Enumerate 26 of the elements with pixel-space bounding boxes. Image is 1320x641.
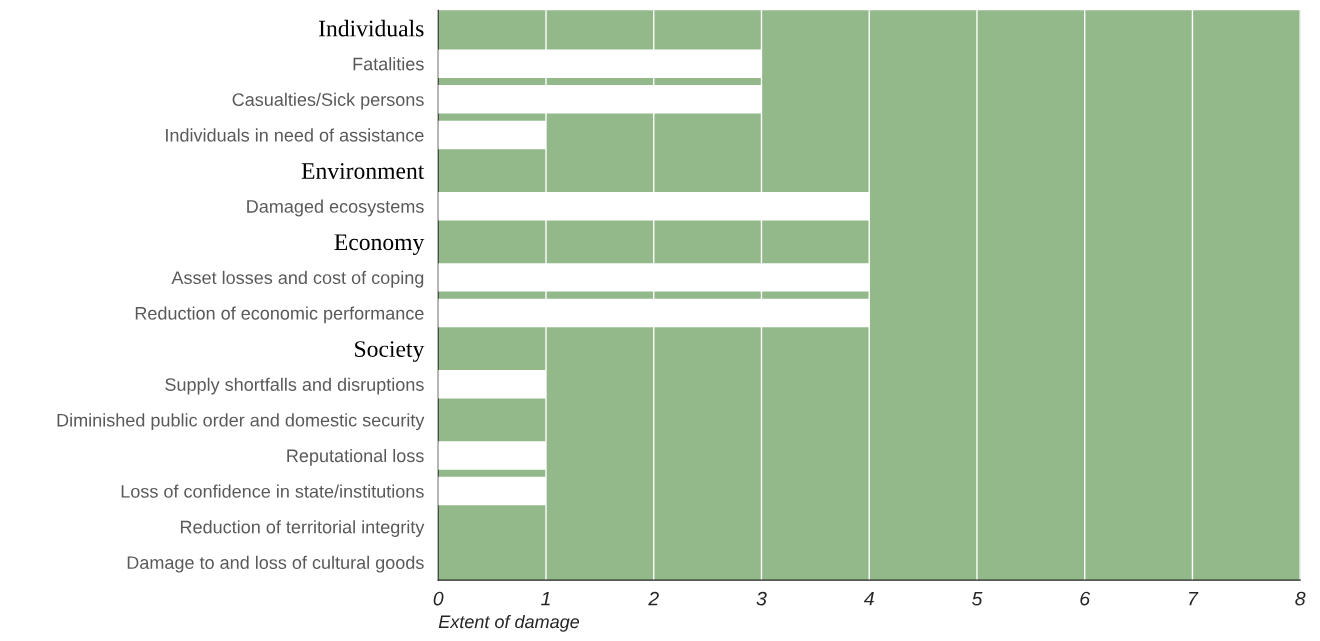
y-tick-label: Fatalities — [353, 57, 424, 71]
y-tick-label: Diminished public order and domestic security — [57, 413, 425, 431]
y-tick-label: Reduction of economic performance — [135, 306, 424, 324]
y-tick-label: Reduction of territorial integrity — [180, 520, 425, 537]
x-tick-label: 5 — [972, 591, 983, 606]
x-axis-title: Extent of damage — [438, 614, 580, 632]
y-tick-label: Economy — [334, 234, 425, 256]
y-tick-label: Damaged ecosystems — [247, 199, 424, 217]
x-tick-label: 7 — [1189, 591, 1199, 606]
y-tick-label: Loss of confidence in state/institutions — [121, 484, 424, 498]
y-tick-label: Reputational loss — [287, 448, 424, 466]
y-tick-label: Asset losses and cost of coping — [171, 270, 424, 288]
y-tick-label: Supply shortfalls and disruptions — [165, 377, 424, 395]
y-tick-label: Damage to and loss of cultural goods — [127, 555, 424, 573]
y-tick-label: Individuals in need of assistance — [166, 128, 424, 142]
x-tick-label: 0 — [433, 591, 444, 606]
y-tick-label: Environment — [301, 163, 425, 179]
x-tick-label: 6 — [1080, 591, 1091, 606]
x-tick-label: 2 — [648, 591, 659, 606]
y-tick-label: Society — [355, 341, 425, 362]
x-tick-label: 8 — [1295, 591, 1306, 606]
y-tick-label: Individuals — [318, 19, 424, 37]
x-tick-label: 1 — [541, 591, 550, 606]
y-tick-label: Casualties/Sick persons — [232, 92, 424, 110]
x-tick-label: 3 — [756, 591, 767, 606]
x-tick-label: 4 — [863, 591, 874, 606]
